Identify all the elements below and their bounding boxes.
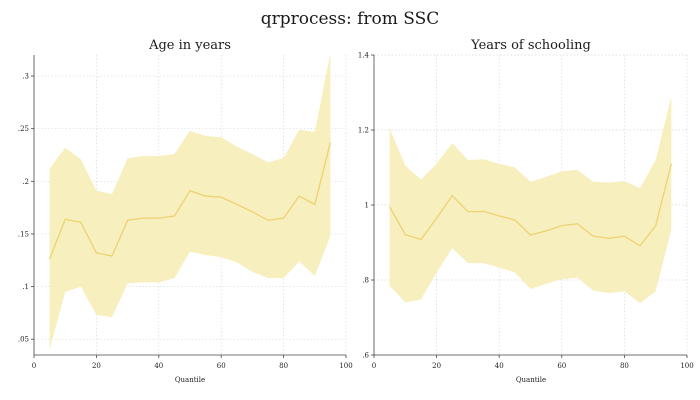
y-tick-label-schooling-2: 1 (365, 202, 369, 210)
figure-title: qrprocess: from SSC (261, 9, 440, 29)
y-tick-label-age-3: .2 (22, 178, 29, 186)
confidence-band-age (49, 52, 331, 350)
y-tick-label-schooling-0: .6 (362, 352, 369, 360)
y-tick-label-age-5: .3 (22, 73, 29, 81)
y-tick-label-schooling-1: .8 (362, 277, 369, 285)
panel-title-schooling: Years of schooling (470, 38, 591, 53)
x-tick-label-age-2: 40 (154, 362, 163, 370)
x-tick-label-age-5: 100 (339, 362, 352, 370)
y-tick-label-schooling-3: 1.2 (358, 127, 369, 135)
x-tick-label-age-3: 60 (217, 362, 226, 370)
x-tick-label-schooling-4: 80 (620, 362, 629, 370)
x-tick-label-schooling-2: 40 (495, 362, 504, 370)
x-tick-label-schooling-0: 0 (372, 362, 376, 370)
panel-years-of-schooling: Years of schooling Quantile 0 20 40 60 80 100… (358, 38, 694, 384)
panel-title-age: Age in years (148, 38, 231, 53)
x-tick-label-schooling-1: 20 (432, 362, 441, 370)
x-axis-label-age: Quantile (175, 376, 205, 384)
x-tick-label-schooling-5: 100 (680, 362, 693, 370)
y-tick-label-age-1: .1 (22, 283, 29, 291)
y-tick-label-schooling-4: 1.4 (358, 52, 370, 60)
estimate-line-schooling (389, 163, 672, 247)
x-tick-label-age-1: 20 (92, 362, 101, 370)
x-tick-label-schooling-3: 60 (557, 362, 566, 370)
panel-age-in-years: Age in years Quantile 0 20 40 60 80 100 .05 .1.… (18, 38, 353, 384)
x-tick-label-age-0: 0 (32, 362, 36, 370)
x-axis-label-schooling: Quantile (516, 376, 546, 384)
y-tick-label-age-2: .15 (18, 230, 29, 238)
confidence-band-schooling (389, 96, 672, 304)
y-tick-label-age-0: .05 (18, 336, 29, 344)
estimate-line-age (48, 142, 332, 260)
x-tick-label-age-4: 80 (279, 362, 288, 370)
y-tick-label-age-4: .25 (18, 125, 29, 133)
